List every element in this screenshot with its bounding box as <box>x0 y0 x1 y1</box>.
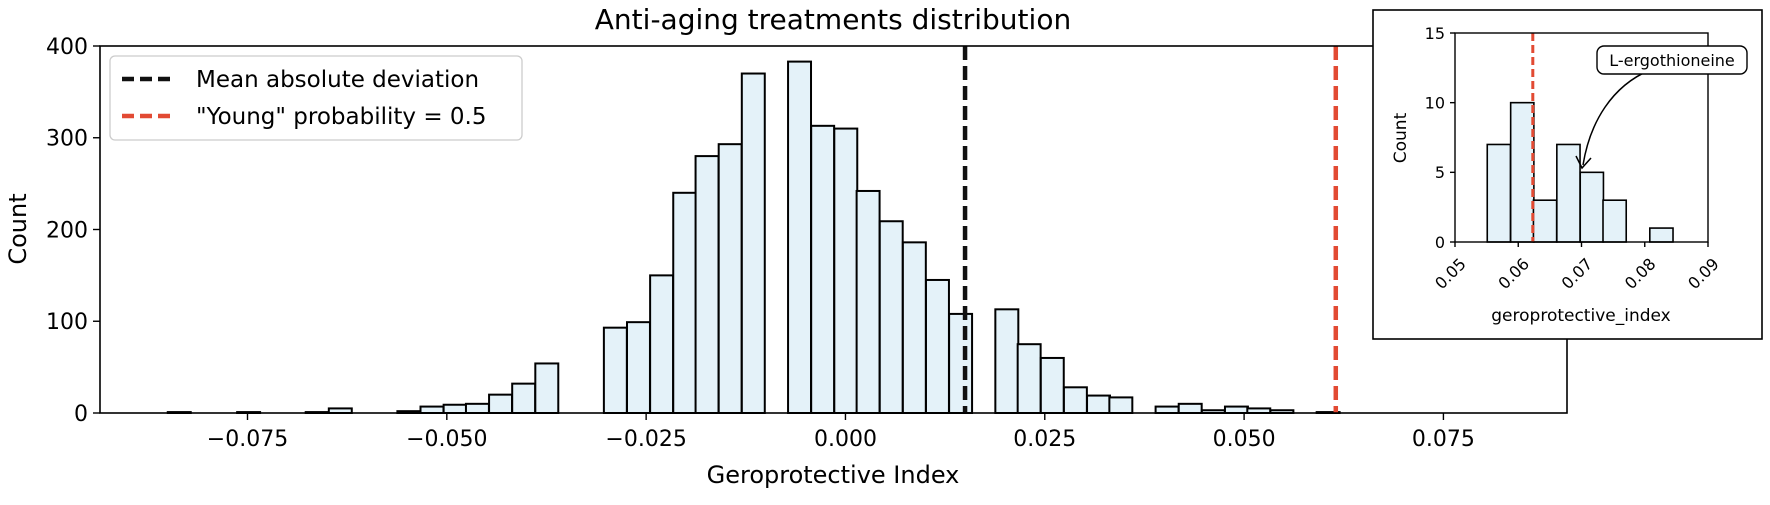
y-axis-label: Count <box>4 193 32 264</box>
main-x-axis: −0.075 −0.050 −0.025 0.000 0.025 0.050 0.075 <box>207 413 1475 452</box>
histogram-bar <box>717 143 743 415</box>
histogram-bar <box>649 274 675 414</box>
histogram-bar <box>878 220 904 414</box>
histogram-bar <box>833 127 859 414</box>
histogram-bar <box>1177 402 1203 415</box>
legend-box <box>109 55 523 141</box>
histogram-bar <box>1223 405 1249 415</box>
histogram-bar <box>1602 199 1628 243</box>
histogram-bar <box>787 60 813 414</box>
annotation-arrowhead <box>1575 155 1592 170</box>
main-y-axis: 0 100 200 300 400 <box>46 35 100 427</box>
histogram-bar <box>626 321 651 415</box>
chart-title: Anti-aging treatments distribution <box>595 3 1071 36</box>
y-tick-label: 100 <box>46 310 88 335</box>
histogram-bar <box>464 402 490 415</box>
x-tick-label: 0.075 <box>1412 427 1475 452</box>
y-tick-label: 5 <box>1435 163 1445 182</box>
main-reference-lines <box>962 46 1339 413</box>
histogram-bar <box>1486 143 1512 243</box>
annotation-box <box>1596 45 1748 75</box>
histogram-bar <box>1108 396 1134 414</box>
y-tick-label: 0 <box>74 402 88 427</box>
x-tick-label: 0.025 <box>1013 427 1076 452</box>
legend-entry-young: "Young" probability = 0.5 <box>196 104 486 130</box>
inset-x-axis-label: geroprotective_index <box>1491 306 1670 326</box>
histogram-bar <box>855 189 881 414</box>
histogram-bar <box>1154 405 1180 415</box>
x-tick-label: −0.025 <box>605 427 686 452</box>
x-tick-label: −0.075 <box>207 427 288 452</box>
inset-y-axis: 0 5 10 15 <box>1425 24 1455 252</box>
histogram-bar <box>1649 227 1674 243</box>
histogram-bar <box>924 278 950 414</box>
histogram-bar <box>1062 386 1088 414</box>
inset-bars <box>1486 101 1674 243</box>
histogram-bar <box>740 72 766 415</box>
legend: Mean absolute deviation "Young" probabil… <box>109 55 523 141</box>
histogram-bar <box>534 362 560 414</box>
y-tick-label: 300 <box>46 127 88 152</box>
legend-entry-mad: Mean absolute deviation <box>196 67 479 93</box>
histogram-bar <box>694 155 720 414</box>
y-tick-label: 0 <box>1435 233 1445 252</box>
histogram-bar <box>948 312 974 414</box>
main-bars <box>166 60 1341 415</box>
y-tick-label: 15 <box>1425 24 1445 43</box>
histogram-bar <box>810 124 836 414</box>
annotation-arrow <box>1582 69 1651 166</box>
histogram-bar <box>1556 143 1581 243</box>
histogram-bar <box>994 308 1020 415</box>
histogram-bar <box>511 382 537 415</box>
histogram-bar <box>1039 356 1065 415</box>
x-tick-label: 0.000 <box>814 427 877 452</box>
annotation-label: L-ergothioneine <box>1609 51 1735 70</box>
x-tick-label: −0.050 <box>406 427 487 452</box>
histogram-bar <box>1532 199 1558 243</box>
x-tick-label: 0.050 <box>1213 427 1276 452</box>
y-tick-label: 200 <box>46 218 88 243</box>
y-tick-label: 400 <box>46 35 88 60</box>
histogram-bar <box>672 191 698 414</box>
histogram-bar <box>1509 101 1535 243</box>
histogram-bar <box>1016 343 1042 414</box>
x-axis-label: Geroprotective Index <box>707 461 960 489</box>
histogram-bar <box>602 326 628 414</box>
histogram-bar <box>488 393 514 414</box>
y-tick-label: 10 <box>1425 93 1445 112</box>
histogram-bar <box>1579 171 1605 243</box>
inset-y-axis-label: Count <box>1391 112 1411 163</box>
histogram-bar <box>419 405 445 415</box>
histogram-bar <box>442 403 468 414</box>
histogram-bar <box>901 241 927 414</box>
histogram-bar <box>1086 394 1111 415</box>
